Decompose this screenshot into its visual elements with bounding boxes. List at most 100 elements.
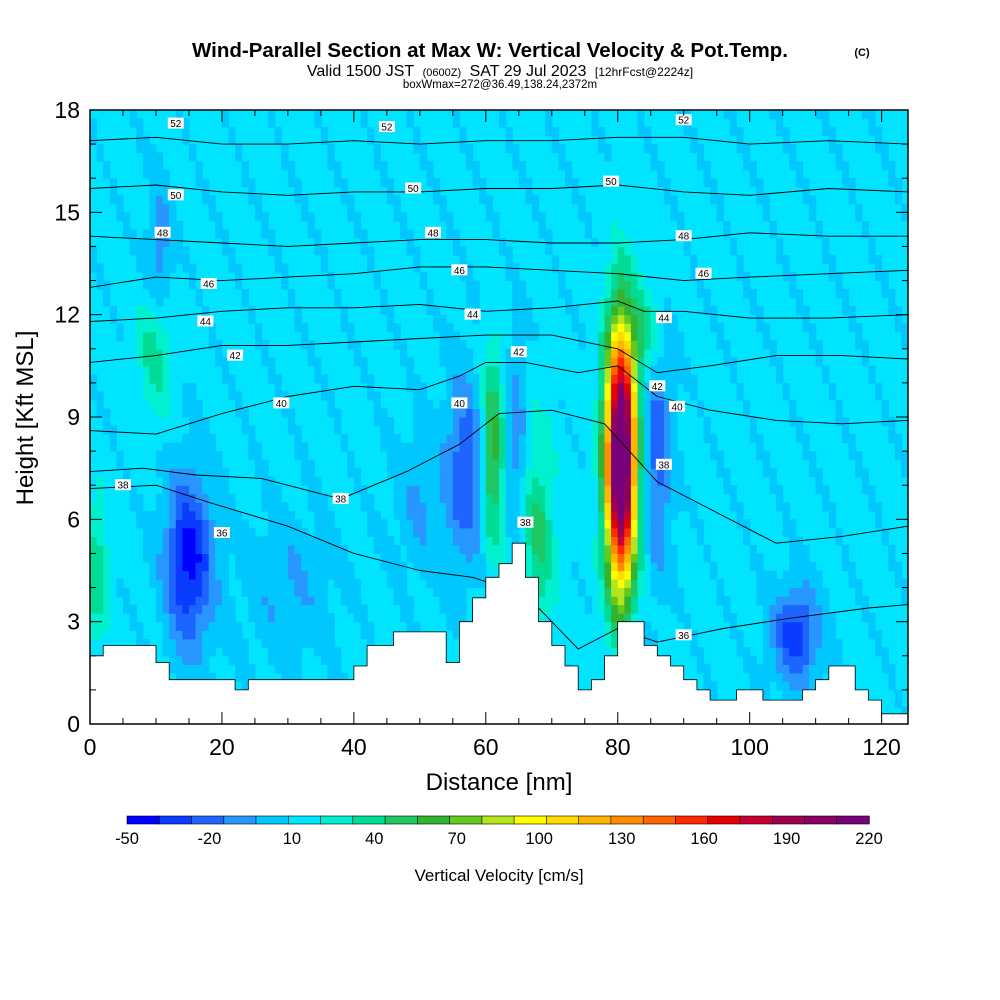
velocity-cell [604,144,612,154]
velocity-cell [413,519,421,529]
y-tick-label: 3 [67,609,80,635]
velocity-cell [301,544,309,554]
velocity-cell [182,459,190,469]
velocity-cell [254,562,263,572]
velocity-cell [413,562,421,572]
velocity-cell [611,237,619,247]
velocity-cell [189,391,197,401]
velocity-cell [598,434,606,444]
velocity-cell [248,596,256,606]
velocity-cell [663,434,672,444]
velocity-cell [459,391,467,401]
velocity-cell [248,314,256,324]
velocity-cell [538,502,546,512]
velocity-cell [215,357,223,367]
velocity-cell [690,502,698,512]
velocity-cell [617,331,625,341]
velocity-cell [736,382,744,392]
colorbar-swatch [223,815,257,825]
velocity-cell [828,647,836,657]
velocity-cell [835,647,843,657]
velocity-cell [96,570,104,580]
velocity-cell [459,374,467,384]
velocity-cell [815,229,823,239]
velocity-cell [400,579,408,589]
velocity-cell [630,365,639,375]
velocity-cell [90,579,98,589]
velocity-cell [611,613,619,623]
velocity-cell [472,510,480,520]
velocity-cell [624,263,632,273]
velocity-cell [400,451,408,461]
velocity-cell [670,442,678,452]
velocity-cell [624,280,632,290]
velocity-cell [182,596,190,606]
velocity-cell [611,306,619,316]
velocity-cell [670,468,678,478]
velocity-cell [281,587,289,597]
velocity-cell [644,451,652,461]
velocity-cell [690,263,698,273]
velocity-cell [525,527,533,537]
velocity-cell [624,459,632,469]
velocity-cell [215,536,223,546]
velocity-cell [373,408,381,418]
velocity-cell [710,451,718,461]
velocity-cell [136,306,144,316]
velocity-cell [499,527,507,537]
velocity-cell [195,297,203,307]
velocity-cell [175,596,183,606]
velocity-cell [538,553,546,563]
velocity-cell [749,664,757,674]
velocity-cell [235,672,243,682]
velocity-cell [367,263,375,273]
velocity-cell [604,468,612,478]
velocity-cell [677,596,685,606]
velocity-cell [162,536,170,546]
velocity-cell [433,408,441,418]
velocity-cell [281,655,289,665]
velocity-cell [479,374,487,384]
velocity-cell [512,468,520,478]
velocity-cell [261,562,269,572]
velocity-cell [518,340,526,350]
velocity-cell [822,246,830,256]
velocity-cell [532,331,540,341]
velocity-cell [406,459,414,469]
velocity-cell [901,579,908,589]
velocity-cell [551,459,559,469]
velocity-cell [268,229,276,239]
velocity-cell [452,459,460,469]
velocity-cell [894,178,902,188]
velocity-cell [202,476,210,486]
velocity-cell [287,178,296,188]
velocity-cell [802,186,810,196]
velocity-cell [690,382,698,392]
velocity-cell [630,476,639,486]
velocity-cell [235,638,243,648]
velocity-cell [380,297,388,307]
svg-text:46: 46 [203,280,215,291]
velocity-cell [373,391,381,401]
velocity-cell [169,442,177,452]
velocity-cell [142,340,150,350]
isentrope-label: 52 [675,114,692,127]
velocity-cell [195,553,203,563]
velocity-cell [215,510,223,520]
velocity-cell [228,630,236,640]
velocity-cell [228,382,236,392]
velocity-cell [156,408,164,418]
velocity-cell [598,468,606,478]
velocity-cell [875,638,883,648]
velocity-cell [254,544,263,554]
velocity-cell [367,502,375,512]
velocity-cell [202,587,210,597]
velocity-cell [644,502,652,512]
velocity-cell [248,553,256,563]
velocity-cell [314,630,322,640]
velocity-cell [472,280,480,290]
velocity-cell [650,468,658,478]
velocity-cell [182,382,190,392]
velocity-cell [650,417,658,427]
svg-text:52: 52 [381,123,393,134]
